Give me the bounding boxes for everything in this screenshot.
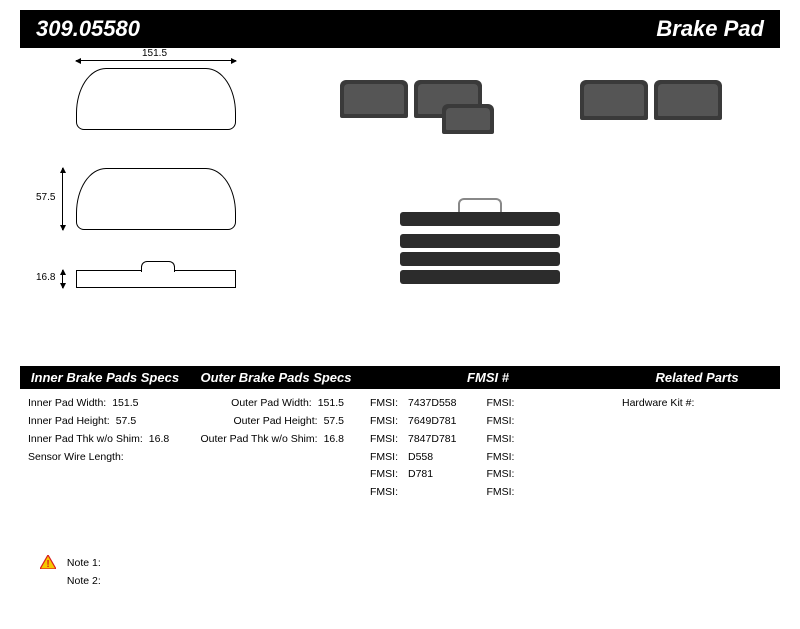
brake-pad-photo bbox=[400, 252, 560, 266]
fmsi-value: D558 bbox=[402, 449, 433, 467]
header-bar: 309.05580 Brake Pad bbox=[20, 10, 780, 48]
fmsi-label: FMSI: bbox=[486, 484, 518, 502]
brake-pad-photo bbox=[654, 80, 722, 120]
fmsi-body: FMSI:7437D558 FMSI:7649D781 FMSI:7847D78… bbox=[362, 389, 614, 508]
spec-label: Outer Pad Thk w/o Shim: bbox=[200, 431, 317, 449]
warning-icon: ! bbox=[40, 555, 56, 572]
fmsi-value bbox=[518, 466, 524, 484]
spec-label: Outer Pad Height: bbox=[234, 413, 318, 431]
dim-line-height bbox=[62, 168, 63, 230]
diagram-pad-top bbox=[76, 68, 236, 130]
fmsi-label: FMSI: bbox=[486, 413, 518, 431]
fmsi-value bbox=[518, 431, 524, 449]
brake-pad-photo bbox=[442, 104, 494, 134]
fmsi-value bbox=[518, 449, 524, 467]
photo-set-3 bbox=[400, 212, 560, 284]
outer-specs-body: Outer Pad Width:151.5 Outer Pad Height:5… bbox=[190, 389, 362, 455]
note-1-label: Note 1: bbox=[67, 557, 101, 569]
clip-icon bbox=[458, 198, 502, 212]
fmsi-header: FMSI # bbox=[362, 366, 614, 389]
fmsi-list-2: FMSI: FMSI: FMSI: FMSI: FMSI: FMSI: bbox=[486, 395, 524, 502]
part-number: 309.05580 bbox=[36, 16, 140, 42]
spec-value: 57.5 bbox=[110, 413, 136, 431]
fmsi-label: FMSI: bbox=[370, 413, 402, 431]
dim-line-width bbox=[76, 60, 236, 61]
fmsi-label: FMSI: bbox=[370, 466, 402, 484]
diagram-pad-side bbox=[76, 270, 236, 288]
dim-width-value: 151.5 bbox=[142, 48, 167, 59]
spec-value: 16.8 bbox=[143, 431, 169, 449]
dim-line-thickness bbox=[62, 270, 63, 288]
photo-set-1 bbox=[340, 80, 482, 118]
svg-text:!: ! bbox=[46, 559, 49, 569]
brake-pad-photo bbox=[400, 270, 560, 284]
fmsi-value: 7649D781 bbox=[402, 413, 456, 431]
fmsi-value bbox=[518, 484, 524, 502]
spec-label: Inner Pad Width: bbox=[28, 395, 106, 413]
fmsi-value: 7847D781 bbox=[402, 431, 456, 449]
fmsi-value: 7437D558 bbox=[402, 395, 456, 413]
fmsi-label: FMSI: bbox=[370, 449, 402, 467]
outer-specs-header: Outer Brake Pads Specs bbox=[190, 366, 362, 389]
spec-value: 151.5 bbox=[312, 395, 344, 413]
fmsi-label: FMSI: bbox=[370, 395, 402, 413]
technical-diagram: 151.5 57.5 16.8 bbox=[20, 56, 290, 366]
related-label: Hardware Kit #: bbox=[622, 395, 694, 413]
inner-specs-body: Inner Pad Width:151.5 Inner Pad Height:5… bbox=[20, 389, 190, 472]
fmsi-value: D781 bbox=[402, 466, 433, 484]
fmsi-label: FMSI: bbox=[486, 395, 518, 413]
fmsi-label: FMSI: bbox=[370, 484, 402, 502]
inner-specs-col: Inner Brake Pads Specs Inner Pad Width:1… bbox=[20, 366, 190, 508]
dim-thickness-value: 16.8 bbox=[36, 272, 55, 283]
spec-label: Inner Pad Thk w/o Shim: bbox=[28, 431, 143, 449]
fmsi-label: FMSI: bbox=[370, 431, 402, 449]
dim-height-value: 57.5 bbox=[36, 192, 55, 203]
specs-row: Inner Brake Pads Specs Inner Pad Width:1… bbox=[20, 366, 780, 508]
note-2-label: Note 2: bbox=[67, 575, 101, 587]
fmsi-list-1: FMSI:7437D558 FMSI:7649D781 FMSI:7847D78… bbox=[370, 395, 456, 502]
spec-value: 151.5 bbox=[106, 395, 138, 413]
fmsi-label: FMSI: bbox=[486, 449, 518, 467]
fmsi-col: FMSI # FMSI:7437D558 FMSI:7649D781 FMSI:… bbox=[362, 366, 614, 508]
fmsi-label: FMSI: bbox=[486, 431, 518, 449]
fmsi-value bbox=[402, 484, 408, 502]
spec-value bbox=[124, 449, 130, 467]
inner-specs-header: Inner Brake Pads Specs bbox=[20, 366, 190, 389]
spec-label: Inner Pad Height: bbox=[28, 413, 110, 431]
related-value bbox=[694, 395, 700, 413]
product-photos bbox=[300, 56, 780, 366]
spec-value: 57.5 bbox=[318, 413, 344, 431]
fmsi-value bbox=[518, 413, 524, 431]
outer-specs-col: Outer Brake Pads Specs Outer Pad Width:1… bbox=[190, 366, 362, 508]
notes-section: ! Note 1: Note 2: bbox=[40, 555, 101, 591]
brake-pad-photo bbox=[400, 234, 560, 248]
related-parts-body: Hardware Kit #: bbox=[614, 389, 780, 419]
fmsi-label: FMSI: bbox=[486, 466, 518, 484]
page-title: Brake Pad bbox=[656, 16, 764, 42]
brake-pad-photo bbox=[580, 80, 648, 120]
spec-value: 16.8 bbox=[318, 431, 344, 449]
brake-pad-photo bbox=[340, 80, 408, 118]
related-parts-col: Related Parts Hardware Kit #: bbox=[614, 366, 780, 508]
fmsi-value bbox=[518, 395, 524, 413]
photo-set-2 bbox=[580, 80, 722, 120]
images-area: 151.5 57.5 16.8 bbox=[0, 56, 800, 366]
spec-label: Sensor Wire Length: bbox=[28, 449, 124, 467]
spec-label: Outer Pad Width: bbox=[231, 395, 312, 413]
diagram-pad-mid bbox=[76, 168, 236, 230]
brake-pad-photo bbox=[400, 212, 560, 226]
related-parts-header: Related Parts bbox=[614, 366, 780, 389]
